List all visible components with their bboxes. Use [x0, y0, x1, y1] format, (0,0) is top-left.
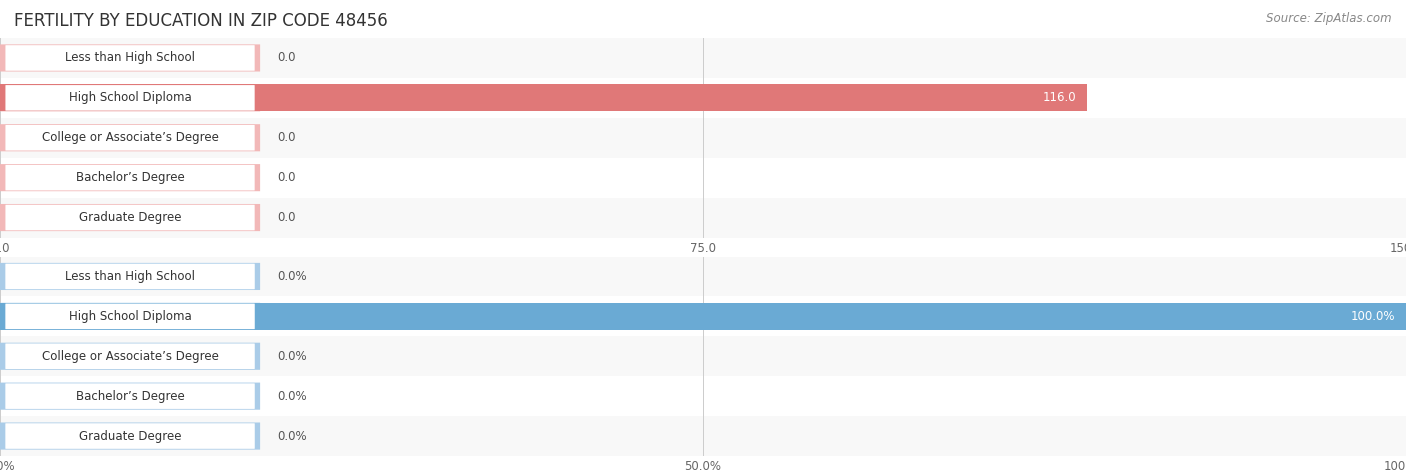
FancyBboxPatch shape: [0, 84, 260, 112]
FancyBboxPatch shape: [0, 44, 260, 72]
FancyBboxPatch shape: [6, 304, 254, 329]
Text: Graduate Degree: Graduate Degree: [79, 429, 181, 443]
Text: 0.0%: 0.0%: [277, 350, 307, 363]
FancyBboxPatch shape: [6, 125, 254, 151]
FancyBboxPatch shape: [6, 383, 254, 409]
Text: Bachelor’s Degree: Bachelor’s Degree: [76, 390, 184, 403]
FancyBboxPatch shape: [6, 423, 254, 449]
FancyBboxPatch shape: [6, 264, 254, 289]
FancyBboxPatch shape: [6, 343, 254, 369]
FancyBboxPatch shape: [0, 204, 260, 231]
Text: Source: ZipAtlas.com: Source: ZipAtlas.com: [1267, 12, 1392, 25]
Bar: [0, 38, 1406, 78]
Text: 0.0: 0.0: [277, 51, 295, 65]
FancyBboxPatch shape: [0, 124, 260, 152]
Text: 100.0%: 100.0%: [1350, 310, 1395, 323]
Text: College or Associate’s Degree: College or Associate’s Degree: [42, 131, 218, 144]
Bar: [0, 336, 1406, 376]
FancyBboxPatch shape: [0, 303, 260, 330]
Text: Less than High School: Less than High School: [65, 51, 195, 65]
Bar: [0, 118, 1406, 158]
FancyBboxPatch shape: [6, 165, 254, 190]
Bar: [0, 198, 1406, 238]
Text: Less than High School: Less than High School: [65, 270, 195, 283]
Bar: [0, 84, 1087, 112]
Text: Graduate Degree: Graduate Degree: [79, 211, 181, 224]
Text: 0.0: 0.0: [277, 211, 295, 224]
FancyBboxPatch shape: [0, 342, 260, 370]
Text: 0.0: 0.0: [277, 171, 295, 184]
Bar: [0, 416, 1406, 456]
FancyBboxPatch shape: [0, 263, 260, 290]
Text: 116.0: 116.0: [1042, 91, 1076, 104]
Text: 0.0%: 0.0%: [277, 270, 307, 283]
Text: 0.0%: 0.0%: [277, 429, 307, 443]
Bar: [0, 303, 1406, 330]
FancyBboxPatch shape: [0, 422, 260, 450]
FancyBboxPatch shape: [6, 85, 254, 111]
FancyBboxPatch shape: [0, 164, 260, 191]
FancyBboxPatch shape: [0, 382, 260, 410]
Text: College or Associate’s Degree: College or Associate’s Degree: [42, 350, 218, 363]
Text: 0.0: 0.0: [277, 131, 295, 144]
Bar: [0, 256, 1406, 296]
Text: Bachelor’s Degree: Bachelor’s Degree: [76, 171, 184, 184]
Text: 0.0%: 0.0%: [277, 390, 307, 403]
Text: FERTILITY BY EDUCATION IN ZIP CODE 48456: FERTILITY BY EDUCATION IN ZIP CODE 48456: [14, 12, 388, 30]
FancyBboxPatch shape: [6, 45, 254, 71]
Text: High School Diploma: High School Diploma: [69, 91, 191, 104]
Text: High School Diploma: High School Diploma: [69, 310, 191, 323]
FancyBboxPatch shape: [6, 205, 254, 230]
